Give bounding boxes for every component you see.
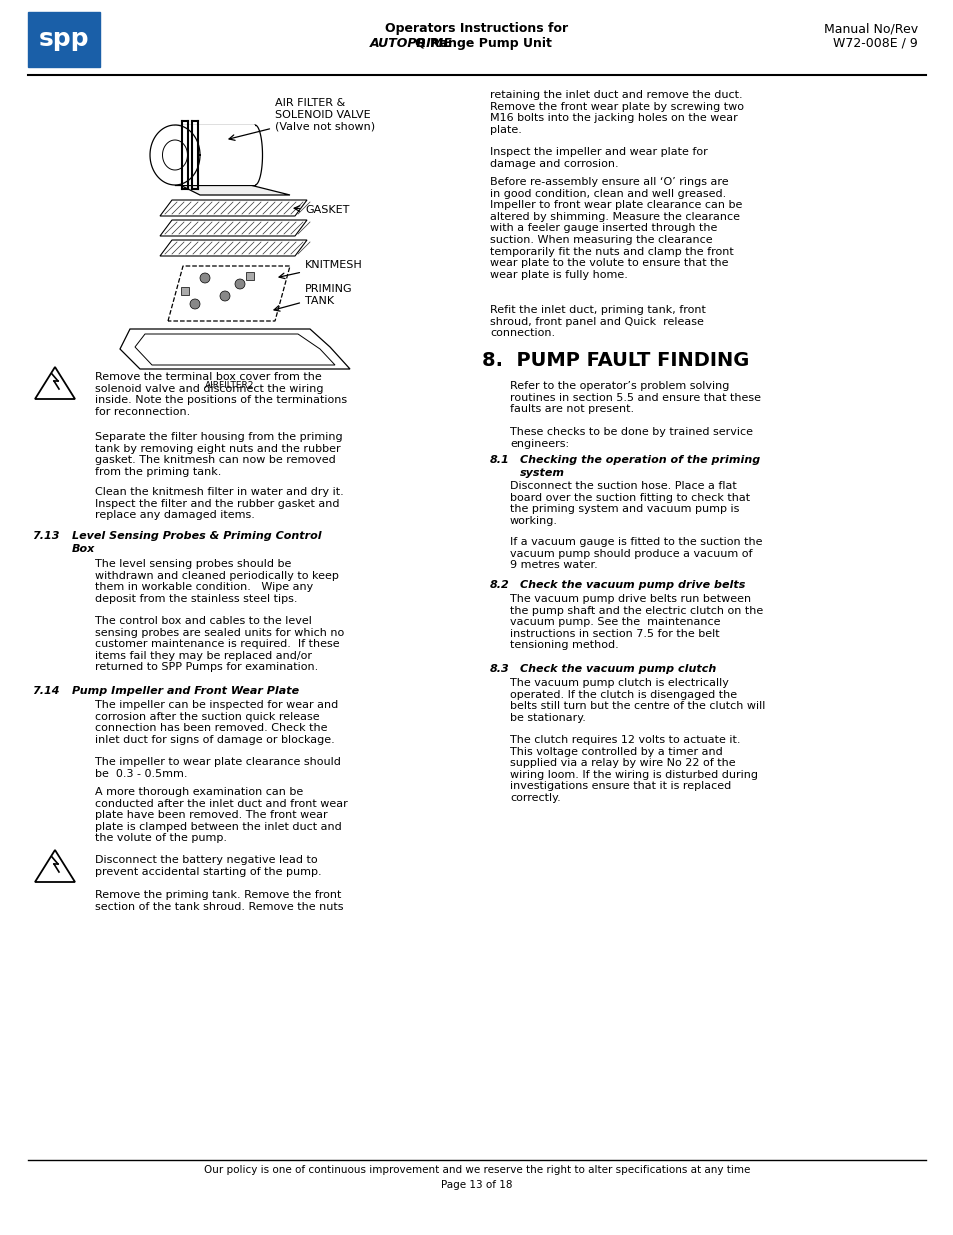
Polygon shape (135, 333, 335, 366)
Text: Inspect the impeller and wear plate for
damage and corrosion.: Inspect the impeller and wear plate for … (490, 147, 707, 169)
Text: The control box and cables to the level
sensing probes are sealed units for whic: The control box and cables to the level … (95, 616, 344, 672)
Polygon shape (35, 367, 75, 399)
Text: Remove the priming tank. Remove the front
section of the tank shroud. Remove the: Remove the priming tank. Remove the fron… (95, 890, 343, 911)
Bar (181, 287, 189, 295)
Circle shape (234, 279, 245, 289)
Text: Before re-assembly ensure all ‘O’ rings are
in good condition, clean and well gr: Before re-assembly ensure all ‘O’ rings … (490, 177, 741, 280)
Text: The clutch requires 12 volts to actuate it.
This voltage controlled by a timer a: The clutch requires 12 volts to actuate … (510, 735, 758, 803)
Text: Check the vacuum pump drive belts: Check the vacuum pump drive belts (519, 580, 744, 590)
Text: PRIMING
TANK: PRIMING TANK (274, 284, 353, 311)
Text: Disconnect the suction hose. Place a flat
board over the suction fitting to chec: Disconnect the suction hose. Place a fla… (510, 480, 749, 526)
Text: 8.2: 8.2 (490, 580, 509, 590)
Text: Q Range Pump Unit: Q Range Pump Unit (415, 37, 551, 49)
Text: Check the vacuum pump clutch: Check the vacuum pump clutch (519, 664, 716, 674)
Text: AIRFILTER2: AIRFILTER2 (205, 382, 254, 390)
Circle shape (200, 273, 210, 283)
Text: KNITMESH: KNITMESH (279, 261, 362, 279)
Text: Box: Box (71, 543, 95, 555)
Text: GASKET: GASKET (294, 205, 349, 215)
Text: 7.14: 7.14 (32, 685, 59, 697)
Polygon shape (174, 125, 254, 185)
Text: Our policy is one of continuous improvement and we reserve the right to alter sp: Our policy is one of continuous improvem… (204, 1165, 749, 1174)
Text: Pump Impeller and Front Wear Plate: Pump Impeller and Front Wear Plate (71, 685, 299, 697)
Text: Refer to the operator’s problem solving
routines in section 5.5 and ensure that : Refer to the operator’s problem solving … (510, 382, 760, 414)
Circle shape (220, 291, 230, 301)
Text: 7.13: 7.13 (32, 531, 59, 541)
Text: Clean the knitmesh filter in water and dry it.
Inspect the filter and the rubber: Clean the knitmesh filter in water and d… (95, 487, 343, 520)
Text: Operators Instructions for: Operators Instructions for (385, 22, 568, 35)
FancyBboxPatch shape (28, 12, 100, 67)
Polygon shape (35, 850, 75, 882)
Bar (246, 272, 253, 280)
Polygon shape (180, 185, 290, 195)
Circle shape (190, 299, 200, 309)
Text: The level sensing probes should be
withdrawn and cleaned periodically to keep
th: The level sensing probes should be withd… (95, 559, 338, 604)
Text: W72-008E / 9: W72-008E / 9 (832, 37, 917, 49)
Text: The vacuum pump clutch is electrically
operated. If the clutch is disengaged the: The vacuum pump clutch is electrically o… (510, 678, 764, 722)
Text: system: system (519, 468, 564, 478)
Polygon shape (160, 220, 307, 236)
Text: Remove the terminal box cover from the
solenoid valve and disconnect the wiring
: Remove the terminal box cover from the s… (95, 372, 347, 416)
Text: These checks to be done by trained service
engineers:: These checks to be done by trained servi… (510, 427, 752, 448)
Text: The impeller can be inspected for wear and
corrosion after the suction quick rel: The impeller can be inspected for wear a… (95, 700, 338, 745)
Text: The vacuum pump drive belts run between
the pump shaft and the electric clutch o: The vacuum pump drive belts run between … (510, 594, 762, 651)
Text: Disconnect the battery negative lead to
prevent accidental starting of the pump.: Disconnect the battery negative lead to … (95, 855, 321, 877)
Text: A more thorough examination can be
conducted after the inlet duct and front wear: A more thorough examination can be condu… (95, 787, 348, 844)
Polygon shape (160, 200, 307, 216)
Text: 8.1: 8.1 (490, 454, 509, 466)
Text: AUTOPRIME: AUTOPRIME (370, 37, 456, 49)
Text: Separate the filter housing from the priming
tank by removing eight nuts and the: Separate the filter housing from the pri… (95, 432, 342, 477)
Text: 8.  PUMP FAULT FINDING: 8. PUMP FAULT FINDING (481, 351, 749, 370)
Text: Level Sensing Probes & Priming Control: Level Sensing Probes & Priming Control (71, 531, 321, 541)
Text: AIR FILTER &
SOLENOID VALVE
(Valve not shown): AIR FILTER & SOLENOID VALVE (Valve not s… (229, 99, 375, 141)
Polygon shape (160, 240, 307, 256)
Polygon shape (120, 329, 350, 369)
Text: Manual No/Rev: Manual No/Rev (823, 22, 917, 35)
Text: spp: spp (39, 27, 90, 51)
Text: Page 13 of 18: Page 13 of 18 (441, 1179, 512, 1191)
Text: Refit the inlet duct, priming tank, front
shroud, front panel and Quick  release: Refit the inlet duct, priming tank, fron… (490, 305, 705, 338)
Text: If a vacuum gauge is fitted to the suction the
vacuum pump should produce a vacu: If a vacuum gauge is fitted to the sucti… (510, 537, 761, 571)
Text: retaining the inlet duct and remove the duct.
Remove the front wear plate by scr: retaining the inlet duct and remove the … (490, 90, 743, 135)
Text: 8.3: 8.3 (490, 664, 509, 674)
Text: The impeller to wear plate clearance should
be  0.3 - 0.5mm.: The impeller to wear plate clearance sho… (95, 757, 340, 778)
Text: Checking the operation of the priming: Checking the operation of the priming (519, 454, 760, 466)
Polygon shape (168, 266, 290, 321)
